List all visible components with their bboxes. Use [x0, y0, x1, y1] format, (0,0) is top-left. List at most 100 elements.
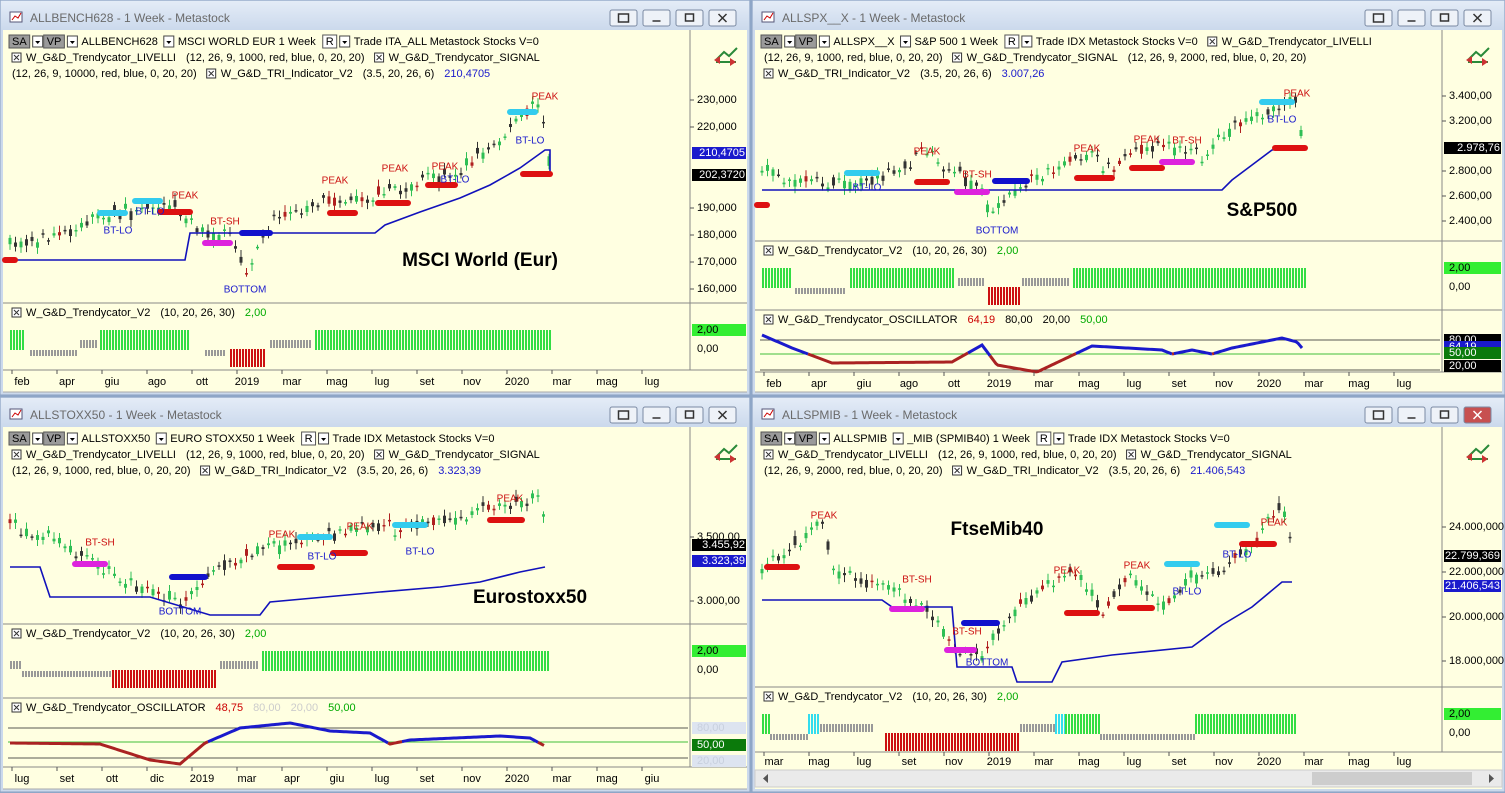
close-glyph [717, 13, 728, 23]
maximize-button[interactable] [1430, 406, 1459, 424]
trend-stripe [193, 670, 195, 688]
trend-stripe [895, 268, 897, 288]
candle-body [311, 202, 314, 207]
candle-body [1189, 148, 1193, 151]
candle-body [410, 184, 413, 191]
candle-body [25, 239, 28, 246]
toggle-box[interactable] [760, 34, 783, 49]
trend-stripe [1201, 714, 1203, 734]
month-label: giu [330, 773, 345, 785]
trend-stripe [229, 661, 231, 669]
trend-stripe [456, 330, 458, 350]
minimize-button[interactable] [1397, 406, 1426, 424]
candle-body [443, 168, 446, 175]
trend-stripe [1166, 734, 1168, 740]
trend-stripe [336, 330, 338, 350]
maximize-button[interactable] [675, 9, 704, 27]
toggle-box[interactable] [301, 431, 317, 446]
candle-body [832, 177, 835, 186]
scroll-left[interactable] [763, 774, 768, 783]
header-text: 21.406,543 [1190, 465, 1245, 477]
trend-stripe [115, 670, 117, 688]
trend-stripe [1091, 268, 1093, 288]
candle-body [964, 176, 967, 187]
checkbox-mark [13, 54, 20, 61]
candle-body [432, 517, 435, 526]
trend-stripe [981, 733, 983, 751]
toggle-box[interactable] [8, 431, 31, 446]
trend-stripe [1151, 734, 1153, 740]
toggle-box[interactable] [43, 431, 65, 446]
toggle-box[interactable] [795, 431, 817, 446]
trend-stripe [1127, 268, 1129, 288]
trend-stripe [256, 661, 258, 669]
toggle-box[interactable] [795, 34, 817, 49]
trend-stripe [768, 714, 770, 734]
trend-stripe [843, 288, 845, 294]
trend-stripe [52, 671, 54, 677]
restore-icon-button[interactable] [1364, 406, 1393, 424]
trend-stripe [103, 671, 105, 677]
minimize-button[interactable] [1397, 9, 1426, 27]
trend-stripe [945, 733, 947, 751]
trend-stripe [175, 670, 177, 688]
toggle-box[interactable] [43, 34, 65, 49]
restore-icon-button[interactable] [1364, 9, 1393, 27]
restore-icon-button[interactable] [609, 406, 638, 424]
candle-body [958, 653, 962, 656]
maximize-button[interactable] [675, 406, 704, 424]
candle-body [283, 540, 287, 546]
trend-stripe [898, 268, 900, 288]
month-label: mar [1035, 378, 1054, 390]
month-label: feb [14, 376, 29, 388]
trend-stripe [86, 340, 88, 348]
candle-body [1063, 575, 1066, 578]
trend-stripe [322, 651, 324, 671]
minimize-button[interactable] [642, 406, 671, 424]
trend-stripe [462, 330, 464, 350]
trend-stripe [1139, 734, 1141, 740]
candle-body [870, 176, 874, 185]
trend-stripe [340, 651, 342, 671]
header-text: (12, 26, 9, 2000, red, blue, 0, 20, 20) [764, 465, 943, 477]
toggle-box[interactable] [1004, 34, 1020, 49]
trend-stripe [43, 671, 45, 677]
candle-body [1167, 598, 1171, 604]
trend-stripe [376, 651, 378, 671]
candle-body [1057, 166, 1061, 170]
trend-stripe [124, 670, 126, 688]
candle-body [30, 536, 34, 538]
toggle-box[interactable] [1036, 431, 1052, 446]
compare-icon-arrow [1466, 453, 1488, 463]
toggle-box[interactable] [760, 431, 783, 446]
trend-stripe [283, 651, 285, 671]
scroll-right[interactable] [1489, 774, 1494, 783]
trend-stripe [1085, 268, 1087, 288]
candle-body [201, 583, 204, 586]
trend-stripe [817, 714, 819, 734]
candle-body [793, 536, 797, 546]
candle-body [892, 170, 896, 174]
trend-stripe [1073, 268, 1075, 288]
price-tag [692, 169, 746, 181]
restore-icon-button[interactable] [609, 9, 638, 27]
candle-body [1101, 614, 1105, 617]
toggle-box[interactable] [8, 34, 31, 49]
trend-stripe [388, 651, 390, 671]
trend-stripe [244, 661, 246, 669]
trend-stripe [988, 287, 990, 305]
minimize-button[interactable] [642, 9, 671, 27]
trend-stripe [474, 330, 476, 350]
trend-stripe [1187, 268, 1189, 288]
maximize-button[interactable] [1430, 9, 1459, 27]
scroll-thumb[interactable] [1312, 772, 1472, 785]
toggle-box[interactable] [322, 34, 338, 49]
candle-body [1222, 570, 1226, 573]
trend-stripe [1008, 733, 1010, 751]
trend-stripe [1049, 278, 1051, 286]
trend-stripe [142, 670, 144, 688]
header-text: VP [47, 433, 62, 445]
candle-body [327, 527, 331, 532]
instrument-label: Eurostoxx50 [473, 587, 587, 608]
trend-stripe [1086, 714, 1088, 734]
